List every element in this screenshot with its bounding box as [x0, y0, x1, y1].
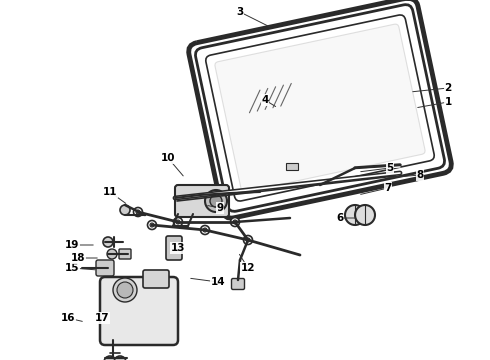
Circle shape — [210, 195, 222, 207]
Circle shape — [113, 278, 137, 302]
Text: 3: 3 — [236, 7, 244, 17]
Text: 14: 14 — [211, 277, 225, 287]
Circle shape — [173, 217, 182, 226]
Text: 18: 18 — [71, 253, 85, 263]
Circle shape — [355, 205, 375, 225]
Text: 11: 11 — [103, 187, 117, 197]
Circle shape — [200, 225, 210, 234]
Text: 8: 8 — [416, 170, 424, 180]
FancyBboxPatch shape — [175, 185, 229, 217]
Circle shape — [117, 282, 133, 298]
Text: 13: 13 — [171, 243, 185, 253]
FancyBboxPatch shape — [100, 277, 178, 345]
Text: 4: 4 — [261, 95, 269, 105]
Circle shape — [246, 238, 250, 242]
Circle shape — [230, 217, 240, 226]
FancyBboxPatch shape — [166, 236, 182, 260]
Circle shape — [133, 207, 143, 216]
Text: 5: 5 — [387, 163, 393, 173]
Text: 6: 6 — [336, 213, 343, 223]
Circle shape — [147, 220, 156, 230]
Text: 10: 10 — [161, 153, 175, 163]
Circle shape — [104, 356, 116, 360]
Text: 12: 12 — [241, 263, 255, 273]
Text: 7: 7 — [384, 183, 392, 193]
Circle shape — [114, 356, 126, 360]
Circle shape — [244, 235, 252, 244]
Circle shape — [150, 223, 154, 227]
Text: 1: 1 — [444, 97, 452, 107]
Circle shape — [176, 220, 180, 224]
FancyBboxPatch shape — [119, 249, 131, 259]
Bar — [286, 163, 298, 170]
FancyBboxPatch shape — [143, 270, 169, 288]
Text: 9: 9 — [217, 203, 223, 213]
FancyBboxPatch shape — [231, 279, 245, 289]
Text: 15: 15 — [65, 263, 79, 273]
FancyBboxPatch shape — [215, 24, 425, 192]
Circle shape — [233, 220, 237, 224]
Circle shape — [345, 205, 365, 225]
Circle shape — [136, 210, 140, 214]
Text: 17: 17 — [95, 313, 109, 323]
Circle shape — [103, 237, 113, 247]
Circle shape — [120, 205, 130, 215]
Circle shape — [205, 190, 227, 212]
Text: 2: 2 — [444, 83, 452, 93]
FancyBboxPatch shape — [96, 260, 114, 276]
Text: 19: 19 — [65, 240, 79, 250]
Circle shape — [203, 228, 207, 232]
Text: 16: 16 — [61, 313, 75, 323]
Circle shape — [107, 249, 117, 259]
